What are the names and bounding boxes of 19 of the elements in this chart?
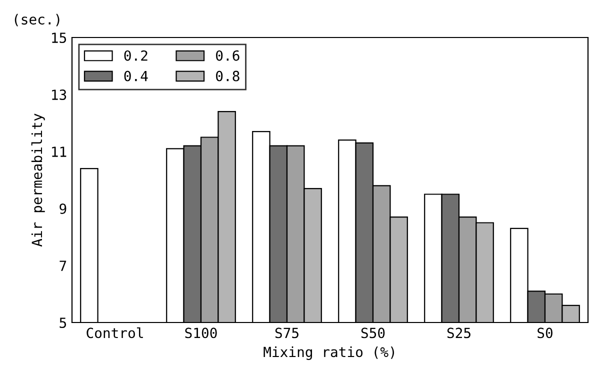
y-tick-label: 11 [52, 146, 66, 157]
y-tick-label: 15 [52, 32, 66, 44]
x-tick-label: S0 [538, 328, 552, 338]
y-axis-title: Air permeability [31, 114, 45, 247]
legend-label: 0.4 [124, 70, 148, 82]
x-tick-label: S50 [361, 328, 385, 338]
y-tick-label: 9 [60, 204, 66, 214]
x-tick-label: S75 [275, 328, 298, 338]
y-tick-label: 13 [52, 90, 66, 100]
y-tick-label: 5 [60, 318, 66, 328]
y-tick-label: 7 [60, 260, 66, 271]
x-tick-label: S25 [447, 328, 470, 338]
x-axis-title: Mixing ratio (%) [264, 346, 394, 360]
legend-label: 0.8 [216, 70, 240, 82]
text: (sec.) [14, 14, 60, 26]
legend-label: 0.2 [124, 50, 148, 61]
x-tick-label: S100 [185, 328, 217, 338]
x-tick-label: Control [86, 327, 143, 338]
legend-label: 0.6 [216, 50, 240, 61]
